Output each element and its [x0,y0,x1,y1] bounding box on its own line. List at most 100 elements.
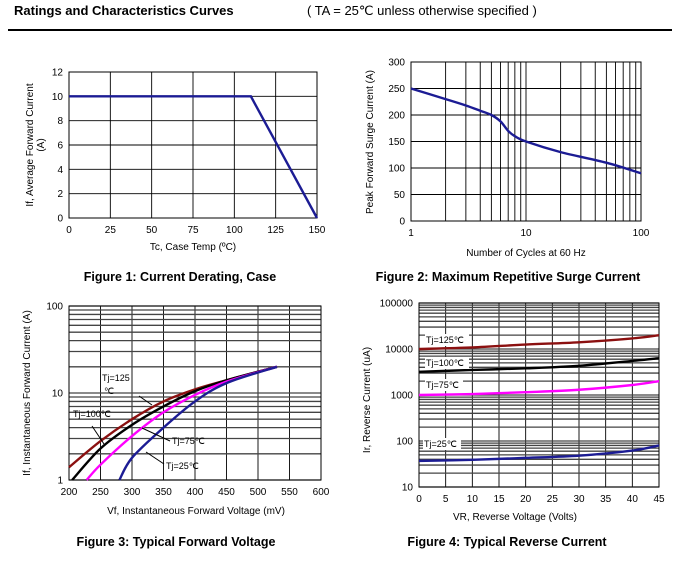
series-line [418,379,660,397]
figure-3: 200 250 300 350 400 450 500 550 600 1 10 100 Vf, Ins… [22,302,330,518]
y-tick-label: 10000 [385,345,413,356]
x-tick-label: 450 [218,487,235,498]
plot-frame [410,61,642,222]
series-line [418,444,660,463]
series-line [418,357,660,373]
header-divider [8,29,672,31]
annotation-tj125-unit: ℃ [104,386,114,396]
y-axis-label: If, Instantaneous Forward Current (A) [22,310,33,476]
section-title: Ratings and Characteristics Curves [14,3,234,18]
y-tick-label: 4 [57,165,63,176]
y-tick-label: 100 [46,302,63,313]
x-tick-label: 50 [146,225,158,236]
x-axis-label: Tc, Case Temp (ºC) [150,242,236,253]
figure-1-caption: Figure 1: Current Derating, Case [83,270,277,284]
y-tick-label: 6 [57,141,63,152]
y-axis-label: Ir, Reverse Current (uA) [362,347,373,453]
series-label: Tj=25℃ [424,439,457,449]
x-tick-label: 550 [281,487,298,498]
x-tick-label: 125 [267,225,284,236]
y-tick-label: 200 [388,111,405,122]
series-label: Tj=125℃ [426,335,464,345]
annotation-tj100: Tj=100℃ [73,409,111,419]
label-background [423,438,461,450]
label-background [425,334,469,346]
y-tick-label: 1000 [391,391,414,402]
x-tick-label: 350 [155,487,172,498]
section-subtitle: ( TA = 25℃ unless otherwise specified ) [307,3,537,18]
y-axis-label: Peak Forward Surge Current (A) [365,70,376,214]
x-tick-label: 40 [627,494,639,505]
y-tick-label: 12 [52,68,64,79]
series-label: Tj=75℃ [426,380,459,390]
x-tick-label: 150 [309,225,326,236]
series-line [118,365,278,481]
plot-frame [68,71,318,219]
annotation-tj125: Tj=125 [102,373,130,383]
y-tick-label: 100000 [380,299,414,310]
x-tick-label: 5 [443,494,449,505]
x-tick-label: 35 [600,494,612,505]
figure-3-caption: Figure 3: Typical Forward Voltage [76,535,276,549]
series-label: Tj=100℃ [426,358,464,368]
y-tick-label: 8 [57,116,63,127]
figure-2: 1 10 100 0 50 100 150 200 250 300 Number of Cycles… [365,58,650,260]
y-tick-label: 1 [57,476,63,487]
annotation-arrow [138,395,153,406]
x-axis-label: Number of Cycles at 60 Hz [466,248,586,259]
y-tick-label: 50 [394,190,406,201]
x-tick-label: 300 [124,487,141,498]
y-tick-label: 250 [388,84,405,95]
x-tick-label: 200 [61,487,78,498]
annotation-arrow [91,425,105,445]
x-axis-label: Vf, Instantaneous Forward Voltage (mV) [107,506,285,517]
figure-4-caption: Figure 4: Typical Reverse Current [407,535,607,549]
x-tick-label: 500 [250,487,267,498]
x-tick-label: 100 [226,225,243,236]
x-tick-label: 75 [187,225,199,236]
y-tick-label: 2 [57,189,63,200]
y-tick-label: 10 [52,389,64,400]
y-tick-label: 100 [396,437,413,448]
x-tick-label: 250 [92,487,109,498]
y-tick-label: 10 [402,483,414,494]
annotation-arrow [145,451,165,465]
y-tick-label: 10 [52,92,64,103]
annotation-tj75: Tj=75℃ [172,436,205,446]
label-background [425,357,469,369]
series-line [410,87,642,175]
x-tick-label: 600 [313,487,330,498]
figure-4: 0 5 10 15 20 25 30 35 40 45 10 100 1000 10000 100000 VR… [362,299,665,524]
x-tick-label: 400 [187,487,204,498]
label-background [425,379,463,391]
annotation-arrow [141,427,171,442]
x-axis-label: VR, Reverse Voltage (Volts) [453,512,577,523]
y-axis-label: If, Average Forward Current [25,83,36,206]
plot-frame [68,305,322,481]
series-line [69,95,319,219]
x-tick-label: 25 [105,225,117,236]
y-tick-label: 0 [57,214,63,225]
x-tick-label: 15 [493,494,505,505]
figure-1: 0 25 50 75 100 125 150 0 2 4 6 8 10 12 Tc, Case Temp (… [25,68,326,254]
x-tick-label: 10 [467,494,479,505]
series-line [71,365,278,481]
y-tick-label: 100 [388,164,405,175]
x-tick-label: 100 [633,228,650,239]
x-tick-label: 25 [547,494,559,505]
x-tick-label: 20 [520,494,532,505]
x-tick-label: 30 [573,494,585,505]
annotation-tj25: Tj=25℃ [166,461,199,471]
figure-2-caption: Figure 2: Maximum Repetitive Surge Curre… [375,270,641,284]
x-tick-label: 0 [416,494,422,505]
series-line [85,365,278,481]
series-line [418,333,660,351]
y-tick-label: 150 [388,137,405,148]
x-tick-label: 1 [408,228,414,239]
y-tick-label: 0 [399,217,405,228]
x-tick-label: 0 [66,225,72,236]
y-axis-label: (A) [36,138,47,151]
x-tick-label: 45 [653,494,665,505]
